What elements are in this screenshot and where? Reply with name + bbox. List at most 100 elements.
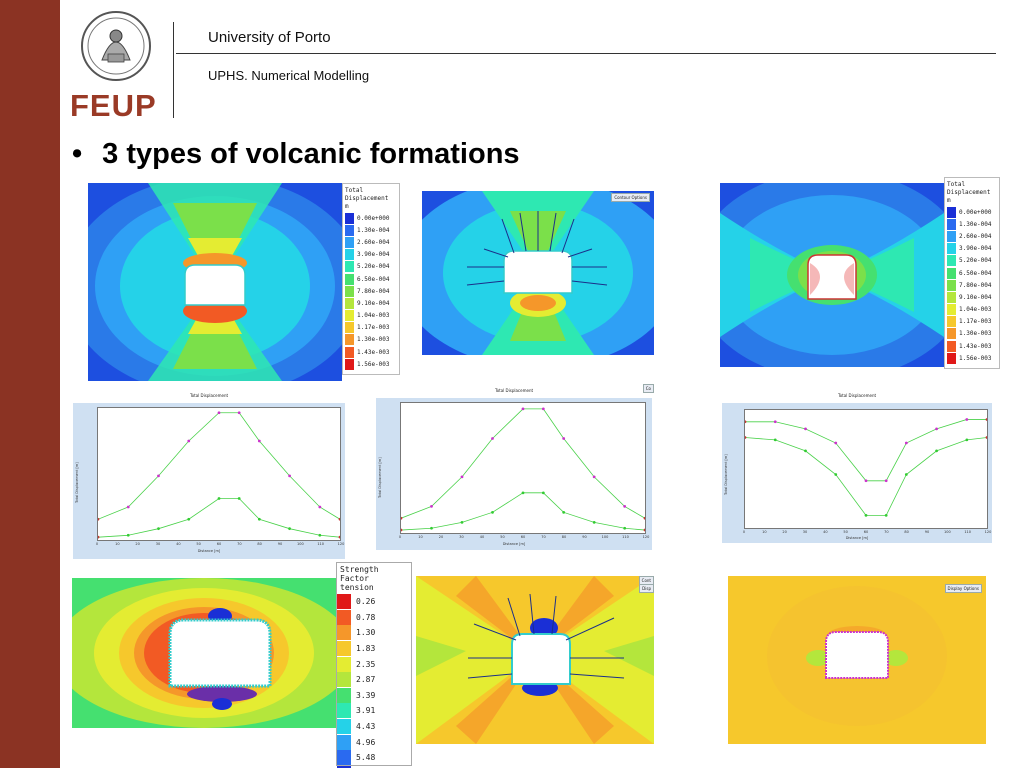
legend-rows: 0.26 0.78 1.30 1.83 2.35 2.87 3.39 3.91 4.43 4.96… (337, 594, 411, 768)
x-tick-label: 110 (622, 535, 629, 539)
bullet-text: 3 types of volcanic formations (102, 138, 520, 170)
data-point (935, 427, 938, 431)
data-point (338, 535, 342, 539)
legend-label: 3.39 (356, 690, 376, 700)
legend-swatch (345, 249, 354, 261)
data-point (965, 418, 969, 421)
data-point (904, 473, 908, 476)
x-tick-label: 90 (924, 530, 930, 534)
disp-button[interactable]: Disp (639, 584, 654, 593)
legend-swatch (345, 346, 354, 358)
legend-label: 0.00e+000 (959, 208, 992, 216)
legend-swatch (947, 267, 956, 279)
x-tick-labels: 0 10 20 30 40 50 60 70 80 90 100 110 120 (95, 542, 344, 548)
legend-item: 1.30 (337, 625, 411, 641)
legend-label: 2.87 (356, 675, 376, 685)
displacement-legend-1: Total Displacement m 0.00e+000 1.30e-004 2… (342, 183, 400, 375)
data-point (592, 520, 596, 524)
strength-plot-1 (72, 578, 336, 728)
legend-label: 0.78 (356, 612, 376, 622)
plot-area (743, 409, 989, 529)
display-options-button[interactable]: Display Options (944, 584, 982, 593)
data-point (864, 479, 868, 483)
x-axis-label: Distance [m] (845, 536, 869, 540)
legend-swatch (337, 750, 351, 766)
x-tick-label: 80 (904, 530, 909, 534)
legend-item: 0.00e+000 (343, 212, 399, 224)
university-name: University of Porto (208, 29, 331, 46)
legend-title-line: m (947, 197, 951, 204)
legend-item: 5.48 (337, 750, 411, 766)
x-tick-label: 50 (196, 542, 201, 546)
x-tick-label: 120 (984, 530, 992, 534)
x-tick-label: 90 (582, 535, 587, 539)
legend-item: 7.80e-004 (945, 279, 999, 291)
legend-label: 2.60e-004 (959, 232, 992, 240)
legend-swatch (345, 322, 354, 334)
x-tick-label: 50 (843, 530, 848, 534)
legend-swatch (337, 687, 351, 703)
x-tick-label: 0 (398, 535, 402, 539)
legend-swatch (947, 255, 956, 267)
header-horizontal-divider (176, 53, 996, 54)
legend-item: 2.87 (337, 672, 411, 688)
legend-swatch (947, 316, 956, 328)
contour-plot-2: Contour Options (422, 191, 654, 355)
x-tick-label: 0 (95, 542, 99, 546)
slide-bullet: • 3 types of volcanic formations (72, 138, 520, 171)
data-point (430, 505, 433, 508)
x-axis-label: Distance [m] (502, 542, 526, 546)
legend-item: 1.83 (337, 641, 411, 657)
legend-swatch (337, 734, 351, 750)
legend-label: 9.10e-004 (959, 293, 992, 301)
data-point (743, 436, 747, 439)
legend-item: 1.30e-004 (945, 218, 999, 230)
x-tick-labels: 0 10 20 30 40 50 60 70 80 90 100 110 120 (398, 535, 649, 541)
contour-plot-1 (88, 183, 342, 381)
data-point (96, 535, 100, 539)
legend-item: 1.04e-003 (343, 310, 399, 322)
data-point (521, 407, 525, 411)
legend-label: 1.30e-004 (357, 226, 390, 234)
x-tick-label: 30 (459, 535, 464, 539)
legend-item: 2.60e-004 (343, 236, 399, 248)
y-axis-label: Total Displacement [m] (378, 457, 382, 498)
x-tick-label: 60 (520, 535, 526, 539)
header-vertical-divider (173, 22, 174, 118)
legend-label: 1.30 (356, 628, 376, 638)
data-point (834, 473, 838, 476)
x-tick-label: 0 (742, 530, 746, 534)
x-tick-label: 60 (863, 530, 869, 534)
series-line (744, 437, 988, 516)
data-point (288, 474, 291, 478)
strength-factor-legend: Strength Factor tension 0.26 0.78 1.30 1.83… (336, 562, 412, 768)
data-point (491, 510, 494, 514)
legend-swatch (337, 609, 351, 625)
contour-options-button[interactable]: Contour Options (611, 193, 650, 202)
legend-item: 2.35 (337, 656, 411, 672)
co-options-button[interactable]: Co (642, 384, 654, 393)
legend-label: 6.50e-004 (959, 269, 992, 277)
legend-title-line: tension (340, 583, 374, 592)
x-tick-label: 10 (762, 530, 767, 534)
legend-swatch (337, 656, 351, 672)
feup-logo: FEUP (70, 10, 162, 128)
x-tick-label: 50 (500, 535, 505, 539)
series-line (745, 419, 987, 482)
x-tick-label: 60 (216, 542, 222, 546)
university-seal-icon (81, 11, 151, 81)
x-tick-label: 20 (135, 542, 140, 546)
plot-title: Total Displacement (837, 393, 877, 398)
legend-swatch (337, 625, 351, 641)
strength-plot-3: Display Options (728, 576, 986, 744)
legend-item: 1.30e-004 (343, 224, 399, 236)
x-tick-label: 80 (257, 542, 262, 546)
data-point (884, 514, 888, 517)
line-chart-svg (399, 407, 647, 532)
legend-label: 3.90e-004 (357, 251, 390, 259)
data-point (491, 437, 494, 440)
x-tick-label: 40 (823, 530, 828, 534)
legend-title-line: m (345, 203, 349, 210)
data-point (773, 420, 777, 424)
legend-label: 0.00e+000 (357, 214, 390, 222)
